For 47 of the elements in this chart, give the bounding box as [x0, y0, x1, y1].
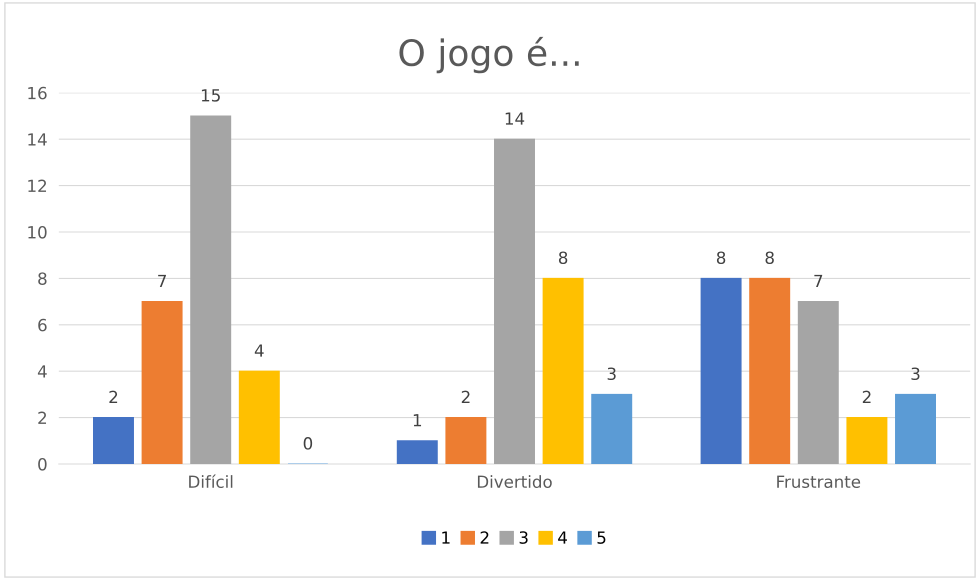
bar — [846, 417, 888, 464]
bar — [445, 417, 486, 464]
data-label: 0 — [304, 437, 312, 450]
bar — [142, 301, 183, 464]
bar — [396, 440, 438, 464]
legend-label: 3 — [520, 531, 528, 544]
bar — [238, 370, 280, 464]
chart-title: O jogo é... — [399, 36, 579, 74]
data-label: 7 — [158, 274, 166, 288]
x-tick-label: Frustrante — [777, 476, 860, 488]
data-label: 3 — [608, 367, 616, 380]
y-tick-label: 16 — [28, 86, 47, 100]
legend-label: 4 — [558, 531, 567, 544]
y-tick-label: 6 — [38, 318, 47, 332]
y-tick-label: 12 — [28, 180, 46, 192]
x-tick-label: Divertido — [478, 475, 552, 488]
data-label: 2 — [462, 390, 470, 404]
y-tick-label: 4 — [38, 365, 47, 378]
data-label: 15 — [202, 89, 220, 102]
y-tick-label: 14 — [28, 133, 47, 146]
bar — [700, 278, 742, 464]
bar — [542, 278, 584, 464]
legend-label: 5 — [598, 531, 606, 544]
data-label: 8 — [558, 251, 568, 264]
data-label: 2 — [109, 390, 118, 404]
data-label: 1 — [414, 414, 422, 426]
data-label: 8 — [716, 251, 726, 264]
data-label: 7 — [814, 274, 822, 288]
legend-label: 1 — [442, 531, 450, 544]
data-label: 4 — [254, 344, 264, 357]
x-tick-label: Difícil — [189, 474, 232, 488]
bar — [895, 394, 936, 464]
data-label: 3 — [911, 367, 920, 380]
bar — [749, 278, 790, 464]
bar — [93, 417, 134, 464]
y-tick-label: 0 — [38, 458, 47, 471]
y-tick-label: 2 — [38, 412, 46, 424]
y-tick-label: 8 — [38, 272, 47, 285]
y-tick-label: 10 — [28, 226, 47, 239]
bar — [494, 138, 535, 464]
bar — [190, 115, 232, 464]
bar — [798, 301, 839, 464]
data-label: 8 — [766, 251, 774, 264]
bar — [591, 394, 632, 464]
data-label: 2 — [862, 390, 871, 404]
data-label: 14 — [506, 112, 524, 125]
legend-label: 2 — [480, 531, 488, 544]
